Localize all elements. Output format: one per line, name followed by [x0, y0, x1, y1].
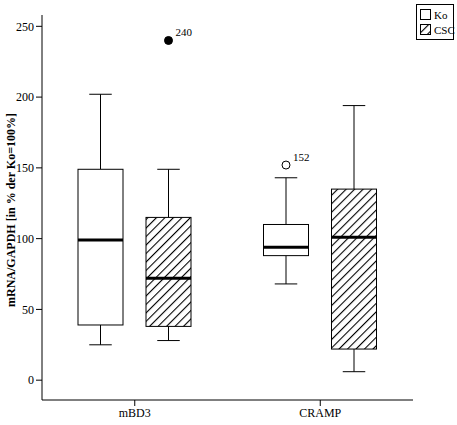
svg-text:mRNA/GAPDH [in % der Ko=100%]: mRNA/GAPDH [in % der Ko=100%] [8, 113, 18, 307]
svg-text:250: 250 [16, 20, 34, 34]
svg-text:mBD3: mBD3 [119, 406, 151, 420]
html-text:Ko: Ko [434, 8, 448, 21]
svg-text:240: 240 [176, 26, 193, 38]
html-text:CSC: CSC [434, 23, 455, 36]
svg-text:50: 50 [22, 303, 34, 317]
svg-text:152: 152 [293, 151, 310, 163]
svg-text:150: 150 [16, 161, 34, 175]
svg-text:100: 100 [16, 232, 34, 246]
svg-text:0: 0 [28, 373, 34, 387]
svg-text:200: 200 [16, 90, 34, 104]
svg-text:CRAMP: CRAMP [299, 406, 341, 420]
